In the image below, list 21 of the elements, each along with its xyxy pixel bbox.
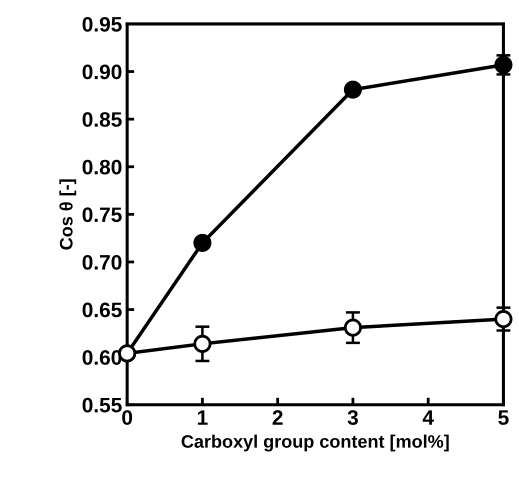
point <box>494 310 512 328</box>
x-tick-label: 5 <box>498 410 509 425</box>
y-tick-label: 0.85 <box>82 112 122 127</box>
y-tick-label: 0.95 <box>82 16 122 32</box>
y-tick-label: 0.70 <box>82 254 122 270</box>
x-tick-label: 4 <box>422 410 434 425</box>
x-axis-title: Carboxyl group content [mol%] <box>182 434 449 452</box>
y-axis-title: Cos θ [-] <box>59 179 76 250</box>
y-tick-label: 0.90 <box>82 64 122 80</box>
x-tick-label: 3 <box>348 410 358 425</box>
point <box>193 234 212 252</box>
y-tick-label: 0.80 <box>82 160 122 175</box>
point <box>344 318 362 337</box>
x-tick-label: 1 <box>198 410 208 425</box>
y-tick-label: 0.65 <box>82 302 122 318</box>
y-tick-label: 0.75 <box>82 207 122 222</box>
x-tick-label: 2 <box>272 410 283 425</box>
y-tick-label: 0.55 <box>82 398 122 413</box>
x-tick-label: 0 <box>122 410 132 425</box>
point <box>193 334 212 353</box>
point <box>344 80 362 99</box>
